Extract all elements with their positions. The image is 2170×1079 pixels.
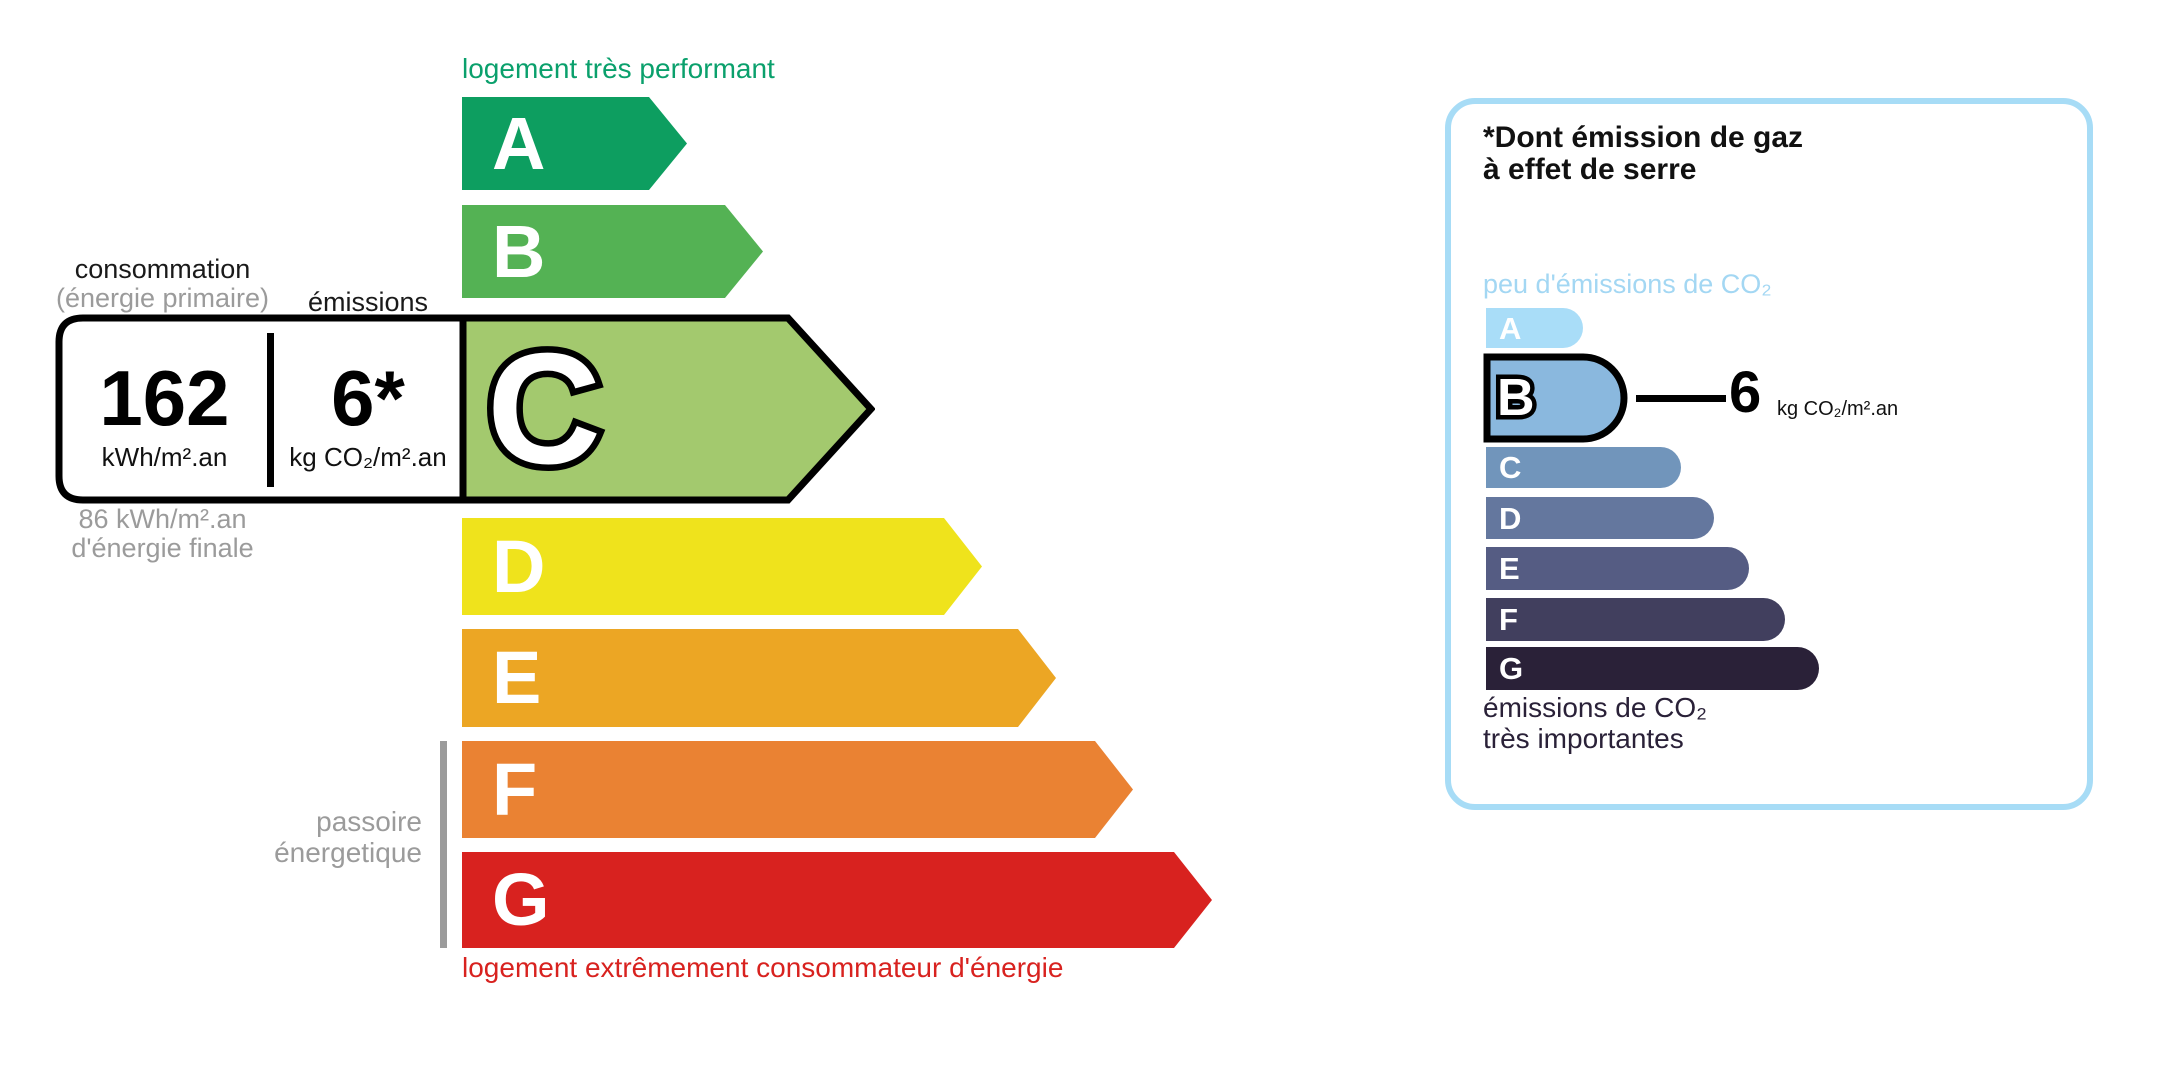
energy-grade-e-arrow: E	[462, 629, 1056, 727]
emissions-unit: kg CO₂/m².an	[289, 441, 447, 472]
consumption-cell: 162 kWh/m².an	[59, 314, 270, 504]
energy-grade-c-letter: C C	[480, 321, 607, 497]
energy-grade-a-arrow: A	[462, 97, 687, 190]
emissions-cell: 6* kg CO₂/m².an	[270, 314, 466, 504]
final-energy-note: 86 kWh/m².an d'énergie finale	[71, 504, 254, 563]
energy-grade-d-arrow: D	[462, 518, 982, 615]
co2-grade-g-letter: G	[1499, 651, 1524, 686]
consumption-value: 162	[99, 353, 230, 442]
energy-grade-d-letter: D	[492, 524, 546, 608]
co2-grade-c-bar: C	[1486, 447, 1681, 488]
consumption-header: consommation	[74, 254, 251, 284]
co2-panel-title: *Dont émission de gaz à effet de serre	[1483, 121, 1804, 186]
score-box-outline	[55, 314, 467, 504]
co2-grade-e-bar: E	[1486, 547, 1749, 590]
energy-grade-g-arrow: G	[462, 852, 1212, 948]
co2-grade-a-letter: A	[1499, 310, 1522, 346]
co2-high-emissions-label: émissions de CO₂ très importantes	[1483, 692, 1708, 754]
emissions-header: émissions	[307, 287, 429, 317]
co2-value-leader-line	[1636, 395, 1726, 402]
co2-grade-f-bar: F	[1486, 598, 1785, 641]
energy-grade-b-letter: B	[492, 209, 546, 293]
score-box-divider	[267, 333, 274, 487]
energy-grade-b-arrow: B	[462, 205, 763, 298]
energy-sieve-bracket	[440, 741, 447, 948]
energy-grade-g-letter: G	[492, 858, 550, 941]
co2-grade-c-letter: C	[1499, 450, 1522, 485]
energy-grade-f-arrow: F	[462, 741, 1133, 838]
consumption-unit: kWh/m².an	[101, 441, 228, 472]
co2-grade-g-bar: G	[1486, 647, 1819, 690]
top-performance-label: logement très performant	[462, 53, 775, 84]
co2-grade-d-letter: D	[1499, 500, 1522, 536]
co2-emissions-panel: *Dont émission de gaz à effet de serre p…	[1445, 98, 2093, 810]
co2-grade-b-letter: B B	[1493, 368, 1539, 429]
consumption-subheader: (énergie primaire)	[55, 283, 270, 313]
energy-grade-e-letter: E	[492, 636, 542, 719]
energy-sieve-label: passoire énergetique	[274, 806, 422, 868]
co2-value: 6	[1729, 360, 1762, 425]
score-box-and-selected-grade: 162 kWh/m².an 6* kg CO₂/m².an C C	[55, 314, 875, 504]
co2-grade-b-shape	[1483, 353, 1628, 443]
co2-grade-e-letter: E	[1499, 551, 1520, 586]
co2-grade-f-letter: F	[1499, 602, 1518, 637]
energy-grade-a-letter: A	[492, 101, 546, 185]
co2-low-emissions-label: peu d'émissions de CO₂	[1483, 269, 1772, 299]
emissions-value: 6*	[331, 353, 405, 442]
energy-grade-f-letter: F	[492, 747, 538, 831]
co2-grade-a-bar: A	[1486, 308, 1583, 348]
high-consumption-label: logement extrêmement consommateur d'éner…	[462, 952, 1064, 983]
score-box-shape	[55, 314, 875, 504]
co2-grade-b-bar-selected: B B	[1483, 353, 1633, 443]
co2-grade-d-bar: D	[1486, 497, 1714, 539]
co2-value-unit: kg CO₂/m².an	[1777, 398, 1899, 420]
